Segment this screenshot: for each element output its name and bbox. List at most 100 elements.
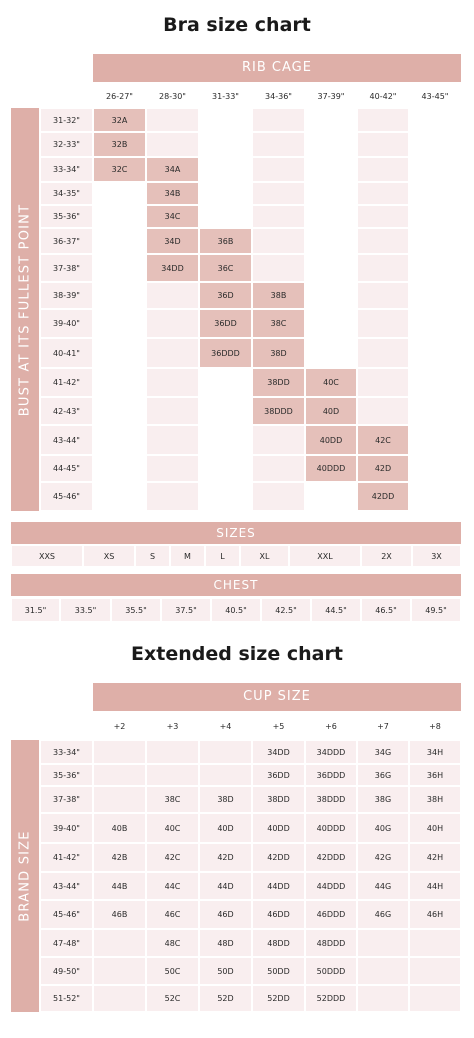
size-cell: 52DDD xyxy=(305,985,357,1012)
empty-cell xyxy=(93,254,146,282)
empty-cell xyxy=(409,985,461,1012)
column-header: 37-39" xyxy=(305,84,357,108)
empty-cell xyxy=(357,282,409,309)
size-cell: 42DDD xyxy=(305,843,357,872)
column-header: 40-42" xyxy=(357,84,409,108)
row-label: 35-36" xyxy=(40,205,93,228)
empty-cell xyxy=(93,397,146,425)
size-label: S xyxy=(135,545,170,567)
row-label: 43-44" xyxy=(40,872,93,900)
size-cell: 42D xyxy=(357,455,409,482)
row-label: 45-46" xyxy=(40,482,93,511)
empty-cell xyxy=(199,182,252,205)
row-label: 41-42" xyxy=(40,843,93,872)
size-cell: 36G xyxy=(357,764,409,786)
empty-cell xyxy=(305,157,357,182)
empty-cell xyxy=(252,205,305,228)
row-label: 31-32" xyxy=(40,108,93,132)
size-cell: 38D xyxy=(199,786,252,813)
sizes-header: SIZES xyxy=(11,522,461,544)
empty-cell xyxy=(199,368,252,397)
empty-cell xyxy=(305,228,357,254)
size-label: XS xyxy=(83,545,135,567)
empty-cell xyxy=(409,957,461,985)
size-cell: 44D xyxy=(199,872,252,900)
size-cell: 48C xyxy=(146,929,199,957)
empty-cell xyxy=(93,985,146,1012)
empty-cell xyxy=(357,157,409,182)
size-cell: 46D xyxy=(199,900,252,929)
size-cell: 36C xyxy=(199,254,252,282)
size-label: XXS xyxy=(11,545,83,567)
empty-cell xyxy=(409,482,461,511)
empty-cell xyxy=(146,338,199,368)
size-cell: 34DDD xyxy=(305,740,357,764)
brand-size-side-band: BRAND SIZE xyxy=(11,740,39,1012)
size-cell: 46DD xyxy=(252,900,305,929)
empty-cell xyxy=(305,482,357,511)
empty-cell xyxy=(93,957,146,985)
size-cell: 46C xyxy=(146,900,199,929)
empty-cell xyxy=(409,205,461,228)
bust-side-band: BUST AT ITS FULLEST POINT xyxy=(11,108,39,511)
size-cell: 38DDD xyxy=(305,786,357,813)
empty-cell xyxy=(146,482,199,511)
size-cell: 46H xyxy=(409,900,461,929)
size-cell: 44H xyxy=(409,872,461,900)
size-cell: 34A xyxy=(146,157,199,182)
empty-cell xyxy=(409,132,461,157)
column-header: 34-36" xyxy=(252,84,305,108)
empty-cell xyxy=(146,108,199,132)
empty-cell xyxy=(199,764,252,786)
size-cell: 44G xyxy=(357,872,409,900)
size-cell: 36DDD xyxy=(199,338,252,368)
size-label: XL xyxy=(240,545,289,567)
empty-cell xyxy=(199,397,252,425)
bra-size-chart-title: Bra size chart xyxy=(163,14,311,36)
size-cell: 40C xyxy=(146,813,199,843)
size-cell: 50DD xyxy=(252,957,305,985)
row-label: 33-34" xyxy=(40,740,93,764)
chest-value: 40.5" xyxy=(211,598,261,622)
size-cell: 50DDD xyxy=(305,957,357,985)
row-label: 47-48" xyxy=(40,929,93,957)
size-cell: 40B xyxy=(93,813,146,843)
empty-cell xyxy=(409,425,461,455)
size-label: 2X xyxy=(361,545,412,567)
size-cell: 38H xyxy=(409,786,461,813)
size-label: M xyxy=(170,545,205,567)
empty-cell xyxy=(252,254,305,282)
empty-cell xyxy=(252,482,305,511)
empty-cell xyxy=(409,282,461,309)
empty-cell xyxy=(305,132,357,157)
size-cell: 42B xyxy=(93,843,146,872)
size-cell: 52DD xyxy=(252,985,305,1012)
size-label: 3X xyxy=(412,545,461,567)
size-cell: 32C xyxy=(93,157,146,182)
size-cell: 38B xyxy=(252,282,305,309)
size-cell: 46G xyxy=(357,900,409,929)
size-cell: 36H xyxy=(409,764,461,786)
column-header: 26-27" xyxy=(93,84,146,108)
empty-cell xyxy=(305,282,357,309)
empty-cell xyxy=(93,786,146,813)
empty-cell xyxy=(357,985,409,1012)
empty-cell xyxy=(409,228,461,254)
size-cell: 34DD xyxy=(252,740,305,764)
row-label: 45-46" xyxy=(40,900,93,929)
size-cell: 40H xyxy=(409,813,461,843)
empty-cell xyxy=(93,282,146,309)
row-label: 51-52" xyxy=(40,985,93,1012)
size-cell: 42C xyxy=(357,425,409,455)
empty-cell xyxy=(305,205,357,228)
empty-cell xyxy=(252,132,305,157)
size-cell: 40C xyxy=(305,368,357,397)
empty-cell xyxy=(409,455,461,482)
empty-cell xyxy=(357,254,409,282)
size-label: L xyxy=(205,545,240,567)
size-cell: 42G xyxy=(357,843,409,872)
bust-side-label: BUST AT ITS FULLEST POINT xyxy=(17,203,33,416)
empty-cell xyxy=(252,157,305,182)
size-cell: 42DD xyxy=(357,482,409,511)
empty-cell xyxy=(409,108,461,132)
